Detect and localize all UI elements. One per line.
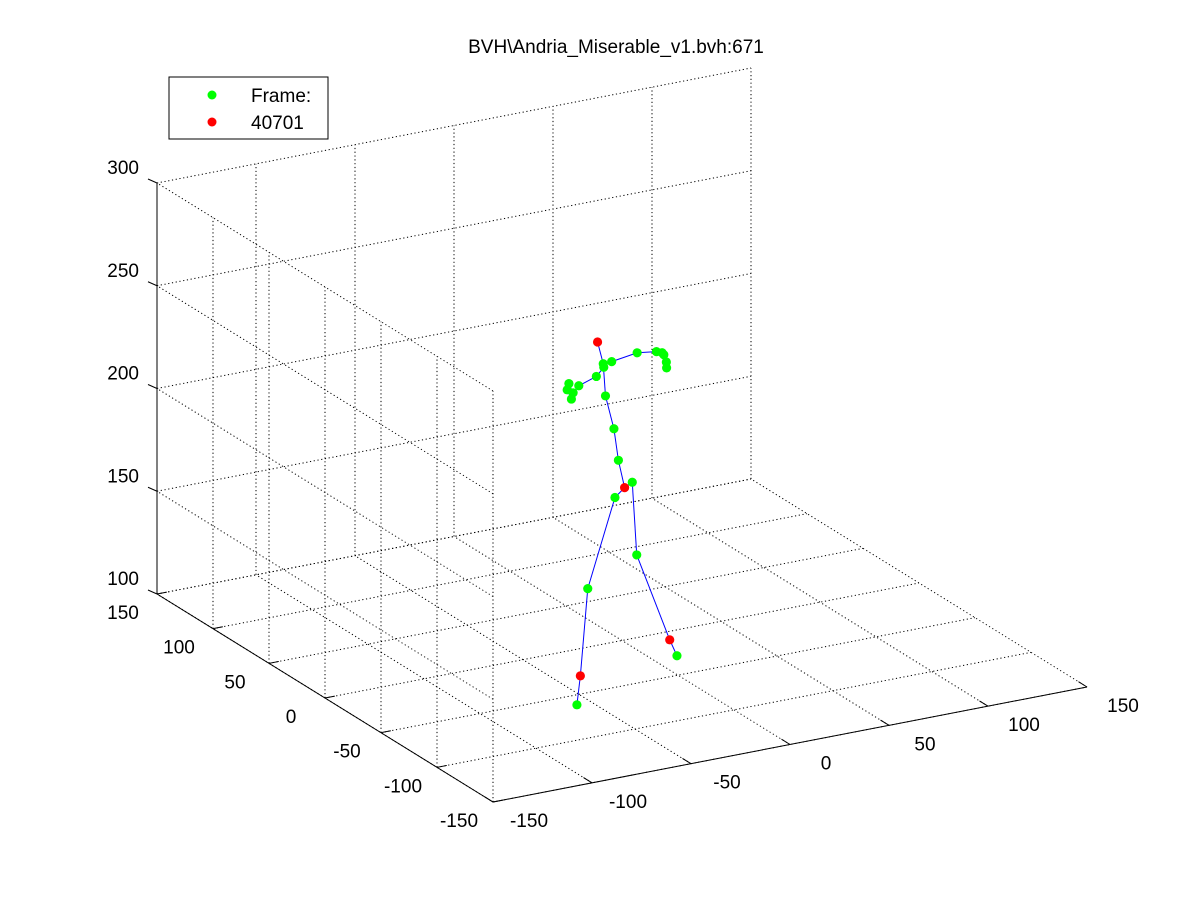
legend-marker-frame — [208, 91, 217, 100]
legend-label-frame-number: 40701 — [251, 113, 304, 134]
x-tick-label: 50 — [914, 734, 935, 755]
joint-marker-green — [614, 456, 623, 465]
legend-marker-frame-number — [208, 118, 217, 127]
joint-marker-green — [633, 348, 642, 357]
joint-marker-red — [576, 671, 585, 680]
x-tick-label: 0 — [821, 754, 832, 775]
z-tick-label: 200 — [107, 364, 139, 385]
y-tick-label: -150 — [440, 811, 478, 832]
y-tick-label: 150 — [107, 603, 139, 624]
z-tick-label: 300 — [107, 158, 139, 179]
legend-label-frame: Frame: — [251, 86, 311, 107]
joint-marker-green — [592, 372, 601, 381]
joint-marker-green — [583, 584, 592, 593]
joint-marker-green — [567, 394, 576, 403]
z-tick-label: 100 — [107, 569, 139, 590]
legend: Frame: 40701 — [169, 77, 328, 139]
joint-marker-green — [610, 493, 619, 502]
y-tick-label: 100 — [163, 638, 195, 659]
joint-marker-green — [662, 363, 671, 372]
joint-marker-red — [620, 483, 629, 492]
z-tick-label: 250 — [107, 261, 139, 282]
z-tick-label: 150 — [107, 466, 139, 487]
y-tick-label: 0 — [286, 707, 297, 728]
joint-marker-red — [665, 635, 674, 644]
joint-marker-green — [628, 478, 637, 487]
joint-marker-green — [601, 391, 610, 400]
x-tick-label: 100 — [1008, 715, 1040, 736]
chart-title: BVH\Andria_Miserable_v1.bvh:671 — [468, 37, 764, 58]
x-tick-label: -100 — [609, 792, 647, 813]
joint-marker-red — [593, 337, 602, 346]
joint-marker-green — [599, 363, 608, 372]
y-tick-label: -50 — [333, 742, 360, 763]
y-tick-label: -100 — [384, 776, 422, 797]
joint-marker-green — [659, 350, 668, 359]
y-tick-label: 50 — [224, 672, 245, 693]
joint-marker-green — [609, 424, 618, 433]
joint-marker-green — [607, 357, 616, 366]
joint-marker-green — [563, 385, 572, 394]
joint-marker-green — [572, 700, 581, 709]
x-tick-label: 150 — [1107, 696, 1139, 717]
x-tick-label: -150 — [510, 811, 548, 832]
joint-marker-green — [632, 550, 641, 559]
x-tick-label: -50 — [713, 773, 740, 794]
joint-marker-green — [672, 651, 681, 660]
